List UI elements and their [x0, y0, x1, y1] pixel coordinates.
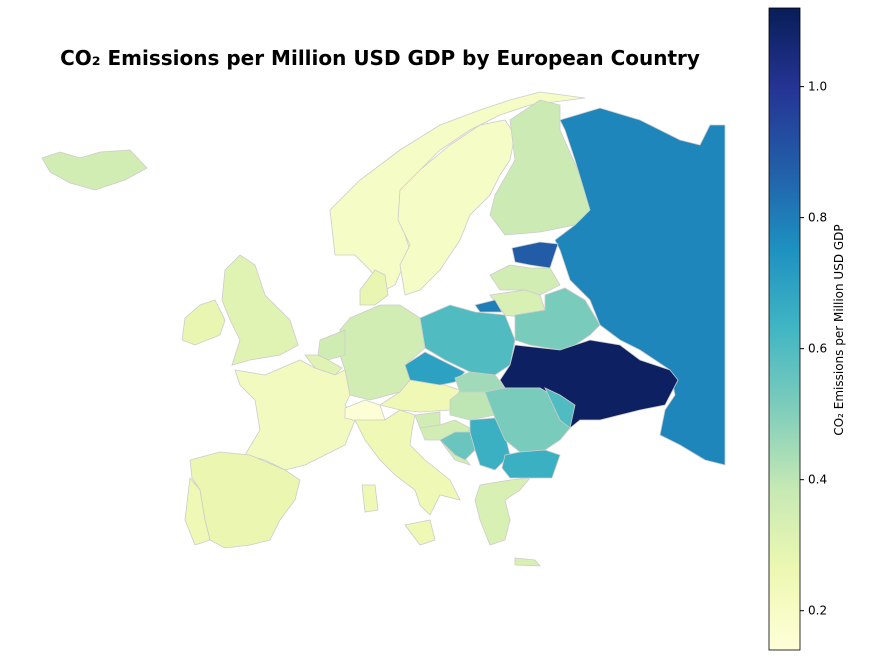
country-region	[354, 409, 461, 516]
country-region	[184, 477, 211, 546]
colorbar-tick-label: 0.6	[808, 342, 827, 356]
country-region	[474, 477, 531, 546]
colorbar	[768, 7, 801, 651]
country-region	[484, 387, 571, 453]
country-region	[221, 254, 299, 366]
country-region	[514, 557, 541, 567]
colorbar-tick-label: 1.0	[808, 80, 827, 94]
country-region	[489, 264, 561, 296]
country-region	[474, 299, 503, 313]
country-region	[234, 359, 356, 471]
country-region	[511, 241, 559, 269]
map-title: CO₂ Emissions per Million USD GDP by Eur…	[60, 46, 700, 70]
colorbar-tick-label: 0.2	[808, 604, 827, 618]
country-region	[404, 519, 436, 546]
country-region	[317, 329, 346, 361]
regions	[41, 91, 726, 567]
country-region	[359, 269, 389, 306]
country-region	[361, 484, 379, 513]
country-region	[501, 449, 561, 479]
colorbar-tick-label: 0.4	[808, 473, 827, 487]
country-region	[41, 149, 148, 191]
country-region	[544, 387, 576, 429]
country-region	[454, 371, 506, 393]
colorbar-tick-label: 0.8	[808, 211, 827, 225]
country-region	[514, 287, 601, 351]
country-region	[344, 399, 386, 423]
country-region	[181, 299, 226, 346]
country-region	[397, 119, 516, 296]
colorbar-label: CO₂ Emissions per Million USD GDP	[832, 224, 846, 435]
